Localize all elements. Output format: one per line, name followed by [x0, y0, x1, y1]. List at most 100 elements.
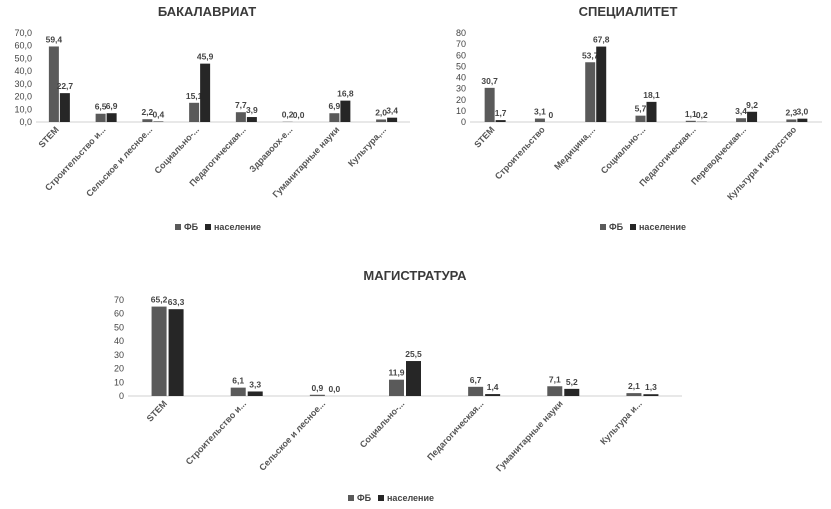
data-label: 22,7 [57, 81, 74, 91]
data-label: 6,9 [106, 101, 118, 111]
x-tick-label: Социально-... [358, 399, 407, 450]
data-label: 7,7 [235, 100, 247, 110]
y-tick-label: 0 [461, 117, 466, 127]
bar-population [406, 361, 421, 396]
bar-population [485, 394, 501, 396]
data-label: 30,7 [481, 76, 498, 86]
x-tick-label: STEM [472, 125, 496, 150]
bar-population [168, 309, 184, 396]
bar-fb [230, 387, 246, 396]
data-label: 1,3 [645, 382, 657, 392]
bar-population [564, 388, 580, 396]
bar-fb [685, 120, 696, 122]
x-tick-label: Гуманитарные науки [494, 399, 565, 474]
x-tick-label: Переводческая... [689, 125, 748, 187]
data-label: 53,7 [582, 50, 599, 60]
bar-fb [95, 113, 106, 122]
chart-title: СПЕЦИАЛИТЕТ [579, 4, 678, 19]
bar-fb [235, 112, 246, 122]
y-tick-label: 60 [114, 309, 124, 319]
y-tick-label: 60,0 [14, 41, 32, 51]
bar-population [643, 394, 659, 396]
x-tick-label: Культура и... [598, 399, 644, 447]
data-label: 0 [549, 110, 554, 120]
data-label: 16,8 [337, 89, 354, 99]
data-label: 3,1 [534, 107, 546, 117]
data-label: 0,2 [282, 110, 294, 120]
bar-population [200, 63, 211, 122]
y-tick-label: 30,0 [14, 79, 32, 89]
chart-specialist: СПЕЦИАЛИТЕТ0102030405060708030,71,7STEM3… [456, 4, 822, 232]
chart-title: МАГИСТРАТУРА [363, 268, 467, 283]
bar-fb [151, 306, 167, 396]
data-label: 6,9 [328, 101, 340, 111]
x-tick-label: Здравоох-е... [247, 125, 294, 175]
chart-bachelor: БАКАЛАВРИАТ 0,0 10,0 20,0 30,0 40,0 50,0 60,0 70… [14, 4, 410, 232]
y-tick-label: 10 [456, 106, 466, 116]
data-label: 0,4 [152, 109, 164, 119]
x-tick-label: Строительство и... [184, 399, 249, 467]
data-label: 0,9 [311, 383, 323, 393]
x-tick-label: Строительство [493, 124, 547, 181]
legend-swatch-fb [175, 224, 181, 230]
legend-swatch-fb [348, 495, 354, 501]
bar-fb [484, 87, 495, 122]
x-tick-label: Сельское и лесное... [257, 399, 327, 473]
y-tick-label: 30 [114, 350, 124, 360]
data-label: 2,2 [141, 107, 153, 117]
y-tick-label: 20,0 [14, 92, 32, 102]
data-label: 0,2 [696, 110, 708, 120]
bar-fb [468, 386, 484, 396]
x-tick-label: Педагогическая... [425, 399, 485, 463]
legend-swatch-population [630, 224, 636, 230]
data-label: 1,7 [495, 108, 507, 118]
data-label: 2,1 [628, 381, 640, 391]
y-tick-label: 30 [456, 84, 466, 94]
data-label: 5,2 [566, 377, 578, 387]
bar-population [495, 120, 506, 122]
data-label: 1,1 [685, 109, 697, 119]
x-tick-label: Медицина,... [552, 125, 597, 172]
bar-population [153, 121, 164, 122]
x-tick-label: Социально-... [599, 125, 648, 176]
legend-label-fb: ФБ [357, 493, 372, 503]
data-label: 6,1 [232, 376, 244, 386]
data-label: 9,2 [746, 100, 758, 110]
bar-population [646, 101, 657, 122]
x-tick-label: Социально-... [152, 125, 201, 176]
data-label: 59,4 [46, 34, 63, 44]
data-label: 6,7 [470, 375, 482, 385]
data-label: 15,1 [186, 91, 203, 101]
y-tick-label: 50 [456, 61, 466, 71]
data-label: 3,4 [386, 106, 398, 116]
bar-population [106, 113, 117, 122]
data-label: 45,9 [197, 52, 214, 62]
y-tick-label: 60 [456, 50, 466, 60]
data-label: 0,0 [328, 384, 340, 394]
data-label: 3,3 [249, 379, 261, 389]
bar-population [59, 93, 70, 122]
data-label: 5,7 [635, 104, 647, 114]
y-tick-label: 20 [456, 95, 466, 105]
bar-population [246, 117, 257, 122]
data-label: 2,3 [785, 107, 797, 117]
data-label: 7,1 [549, 374, 561, 384]
x-tick-label: Культура,... [346, 125, 388, 169]
y-tick-label: 10,0 [14, 104, 32, 114]
y-tick-label: 40 [456, 73, 466, 83]
bar-population [747, 111, 758, 122]
legend-swatch-population [205, 224, 211, 230]
y-tick-label: 10 [114, 377, 124, 387]
bar-fb [534, 118, 545, 122]
chart-title: БАКАЛАВРИАТ [158, 4, 256, 19]
bar-fb [635, 115, 646, 122]
y-tick-label: 70 [456, 39, 466, 49]
bar-fb [585, 62, 596, 122]
data-label: 11,9 [388, 368, 404, 378]
y-tick-label: 80 [456, 28, 466, 38]
y-tick-label: 40 [114, 336, 124, 346]
y-tick-label: 70,0 [14, 28, 32, 38]
data-label: 2,0 [375, 107, 387, 117]
y-tick-label: 50 [114, 322, 124, 332]
bar-fb [389, 379, 404, 396]
